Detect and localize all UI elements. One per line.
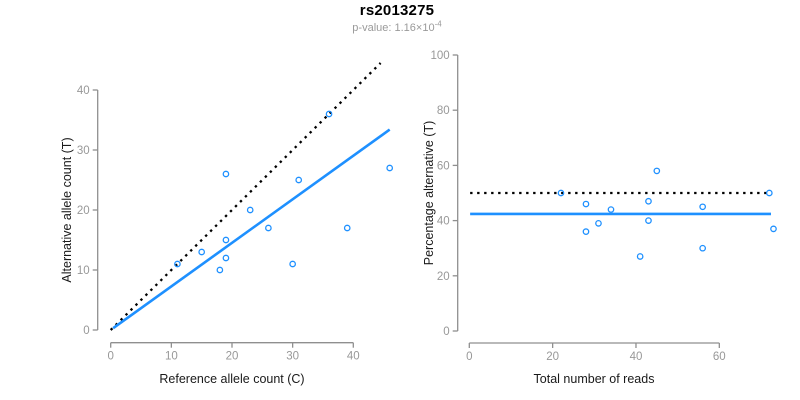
x-tick-label: 10	[165, 351, 178, 363]
y-tick-label: 40	[437, 216, 450, 228]
data-point	[607, 206, 615, 213]
plot-title: rs2013275	[359, 2, 435, 19]
left-panel: 0 10 20 30 40 0 10 20 30 40	[77, 62, 394, 363]
data-point	[222, 254, 230, 262]
data-point	[222, 236, 230, 244]
data-point	[325, 110, 333, 118]
x-tick-label: 20	[226, 351, 239, 363]
y-tick-label: 100	[431, 50, 450, 62]
y-tick-label: 0	[83, 325, 89, 337]
data-point	[222, 170, 230, 178]
y-tick-label: 40	[77, 85, 90, 97]
data-point	[582, 200, 590, 208]
right-y-axis-title: Percentage alternative (T)	[422, 120, 436, 266]
data-point	[645, 197, 652, 205]
p-value-exponent: -4	[434, 19, 442, 29]
x-tick-label: 30	[286, 351, 299, 363]
data-point	[343, 224, 351, 232]
data-point	[295, 176, 303, 184]
y-tick-label: 20	[437, 271, 450, 283]
data-point	[557, 189, 565, 197]
p-value-subtitle: p-value: 1.16×10-4	[0, 19, 794, 34]
data-point	[216, 266, 224, 274]
x-tick-label: 0	[107, 351, 113, 363]
y-tick-label: 80	[437, 105, 450, 117]
left-x-axis-title: Reference allele count (C)	[159, 372, 305, 386]
x-tick-label: 40	[630, 351, 643, 363]
data-point	[289, 260, 296, 268]
y-tick-label: 30	[77, 145, 90, 157]
data-point	[246, 206, 254, 214]
y-tick-label: 20	[77, 205, 90, 217]
data-point	[386, 164, 394, 172]
right-x-axis-title: Total number of reads	[533, 372, 655, 386]
y-tick-label: 60	[437, 160, 450, 172]
data-point	[636, 253, 644, 260]
x-tick-label: 40	[347, 351, 360, 363]
y-tick-label: 0	[443, 326, 449, 338]
data-point	[265, 224, 272, 232]
y-tick-label: 10	[77, 265, 90, 277]
x-tick-label: 0	[466, 351, 472, 363]
data-point	[198, 248, 206, 256]
data-point	[699, 244, 707, 252]
data-point	[645, 217, 652, 224]
data-point	[699, 203, 707, 211]
data-point	[765, 189, 773, 197]
x-tick-label: 60	[713, 351, 726, 363]
right-panel: 0 20 40 60 80 100 0 20 40 60	[431, 50, 777, 363]
data-point	[582, 228, 590, 235]
left-y-axis-title: Alternative allele count (T)	[60, 137, 74, 283]
data-point	[595, 220, 602, 227]
data-point	[653, 167, 661, 175]
x-tick-label: 20	[546, 351, 559, 363]
p-value-text: p-value: 1.16×10	[352, 22, 435, 34]
data-point	[174, 260, 181, 268]
data-point	[770, 225, 777, 233]
identity-line	[109, 62, 382, 331]
fit-line	[112, 128, 391, 330]
